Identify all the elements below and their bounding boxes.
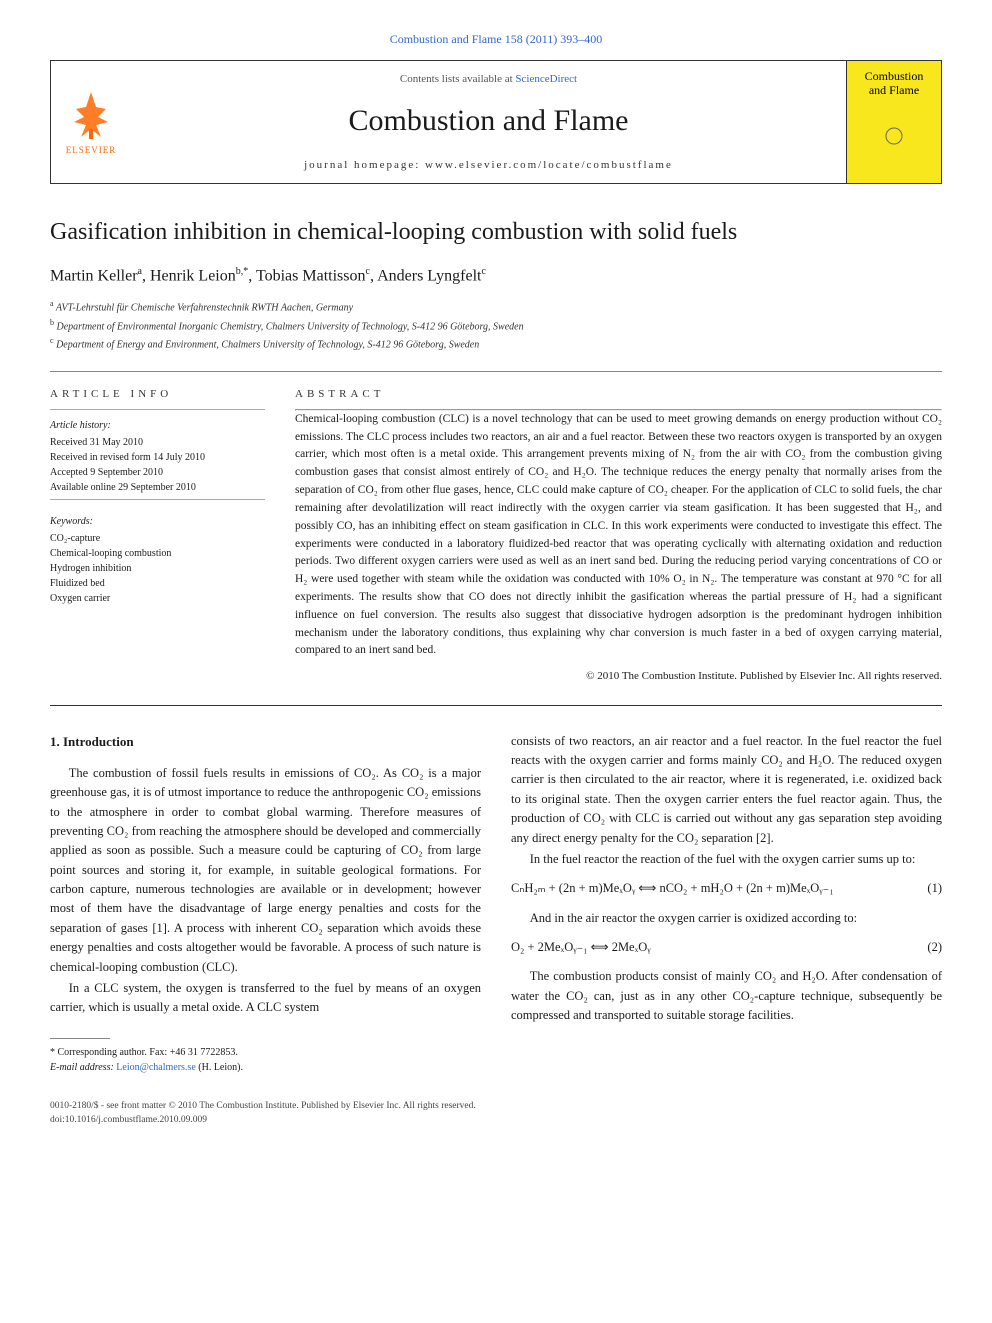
right-para-bottom-0: The combustion products consist of mainl… — [511, 967, 942, 1025]
cover-title-1: Combustion — [865, 69, 924, 83]
author-0-marks: a — [138, 266, 142, 277]
contents-prefix: Contents lists available at — [400, 73, 515, 85]
author-2-marks: c — [366, 266, 370, 277]
elsevier-tree-icon — [66, 87, 116, 142]
keyword-3: Fluidized bed — [50, 576, 265, 591]
left-para-1: In a CLC system, the oxygen is transferr… — [50, 979, 481, 1018]
history-label: Article history: — [50, 418, 265, 433]
right-para-1: In the fuel reactor the reaction of the … — [511, 850, 942, 869]
journal-header: ELSEVIER Contents lists available at Sci… — [50, 60, 942, 184]
cover-title-2: and Flame — [869, 83, 919, 97]
authors-line: Martin Kellera, Henrik Leionb,*, Tobias … — [50, 264, 942, 288]
email-link[interactable]: Leion@chalmers.se — [116, 1062, 195, 1073]
footnote-separator — [50, 1038, 110, 1039]
eq2-num: (2) — [927, 938, 942, 957]
abstract-copyright: © 2010 The Combustion Institute. Publish… — [295, 668, 942, 685]
right-para-0: consists of two reactors, an air reactor… — [511, 732, 942, 848]
aff-text-c: Department of Energy and Environment, Ch… — [56, 339, 479, 350]
author-3-marks: c — [482, 266, 486, 277]
cover-title: Combustion and Flame — [865, 69, 924, 98]
author-1: Henrik Leion — [150, 267, 236, 284]
journal-name: Combustion and Flame — [349, 98, 629, 143]
article-info-col: ARTICLE INFO Article history: Received 3… — [50, 386, 265, 684]
divider-1 — [50, 371, 942, 372]
elsevier-logo: ELSEVIER — [51, 61, 131, 183]
equation-1: CₙH₂ₘ + (2n + m)MeₓOᵧ ⟺ nCO₂ + mH₂O + (2… — [511, 879, 942, 898]
section-1-heading: 1. Introduction — [50, 732, 481, 752]
sciencedirect-link[interactable]: ScienceDirect — [515, 73, 577, 85]
body-columns: 1. Introduction The combustion of fossil… — [50, 732, 942, 1075]
author-2: Tobias Mattisson — [256, 267, 366, 284]
author-3: Anders Lyngfelt — [377, 267, 481, 284]
keyword-2: Hydrogen inhibition — [50, 561, 265, 576]
bottom-bar: 0010-2180/$ - see front matter © 2010 Th… — [50, 1099, 942, 1128]
email-suffix: (H. Leion). — [196, 1062, 243, 1073]
abstract-col: ABSTRACT Chemical-looping combustion (CL… — [295, 386, 942, 684]
affiliations: a AVT-Lehrstuhl für Chemische Verfahrens… — [50, 298, 942, 353]
elsevier-label: ELSEVIER — [66, 144, 117, 158]
affiliation-a: a AVT-Lehrstuhl für Chemische Verfahrens… — [50, 298, 942, 316]
aff-mark-a: a — [50, 299, 54, 308]
footnote-email: E-mail address: Leion@chalmers.se (H. Le… — [50, 1060, 481, 1075]
journal-cover-thumb: Combustion and Flame — [846, 61, 941, 183]
aff-text-a: AVT-Lehrstuhl für Chemische Verfahrenste… — [56, 303, 353, 314]
top-citation: Combustion and Flame 158 (2011) 393–400 — [50, 30, 942, 48]
divider-2 — [50, 705, 942, 706]
history-0: Received 31 May 2010 — [50, 435, 265, 450]
author-1-marks: b,* — [236, 266, 249, 277]
homepage-url[interactable]: www.elsevier.com/locate/combustflame — [425, 159, 673, 171]
bottom-line-2: doi:10.1016/j.combustflame.2010.09.009 — [50, 1113, 942, 1127]
left-column: 1. Introduction The combustion of fossil… — [50, 732, 481, 1075]
keyword-1: Chemical-looping combustion — [50, 546, 265, 561]
keyword-0: CO₂-capture — [50, 531, 265, 546]
aff-text-b: Department of Environmental Inorganic Ch… — [57, 321, 524, 332]
author-0: Martin Keller — [50, 267, 138, 284]
homepage-prefix: journal homepage: — [304, 159, 425, 171]
affiliation-c: c Department of Energy and Environment, … — [50, 335, 942, 353]
eq1-num: (1) — [927, 879, 942, 898]
mid-para: And in the air reactor the oxygen carrie… — [511, 909, 942, 928]
eq1-body: CₙH₂ₘ + (2n + m)MeₓOᵧ ⟺ nCO₂ + mH₂O + (2… — [511, 879, 834, 898]
header-center: Contents lists available at ScienceDirec… — [131, 61, 846, 183]
aff-mark-b: b — [50, 318, 54, 327]
history-3: Available online 29 September 2010 — [50, 480, 265, 495]
abstract-text: Chemical-looping combustion (CLC) is a n… — [295, 411, 942, 660]
email-label: E-mail address: — [50, 1062, 116, 1073]
aff-mark-c: c — [50, 336, 54, 345]
affiliation-b: b Department of Environmental Inorganic … — [50, 317, 942, 335]
contents-line: Contents lists available at ScienceDirec… — [400, 71, 577, 88]
history-2: Accepted 9 September 2010 — [50, 465, 265, 480]
cover-decoration-icon — [879, 98, 909, 175]
abstract-label: ABSTRACT — [295, 386, 942, 403]
keyword-4: Oxygen carrier — [50, 591, 265, 606]
article-title: Gasification inhibition in chemical-loop… — [50, 214, 942, 250]
homepage-line: journal homepage: www.elsevier.com/locat… — [304, 157, 673, 174]
eq2-body: O₂ + 2MeₓOᵧ₋₁ ⟺ 2MeₓOᵧ — [511, 938, 651, 957]
keywords-label: Keywords: — [50, 514, 265, 529]
left-para-0: The combustion of fossil fuels results i… — [50, 764, 481, 977]
article-info-label: ARTICLE INFO — [50, 386, 265, 403]
footnote-corr: * Corresponding author. Fax: +46 31 7722… — [50, 1045, 481, 1060]
history-1: Received in revised form 14 July 2010 — [50, 450, 265, 465]
equation-2: O₂ + 2MeₓOᵧ₋₁ ⟺ 2MeₓOᵧ (2) — [511, 938, 942, 957]
right-column: consists of two reactors, an air reactor… — [511, 732, 942, 1075]
bottom-line-1: 0010-2180/$ - see front matter © 2010 Th… — [50, 1099, 942, 1113]
info-abstract-row: ARTICLE INFO Article history: Received 3… — [50, 386, 942, 684]
